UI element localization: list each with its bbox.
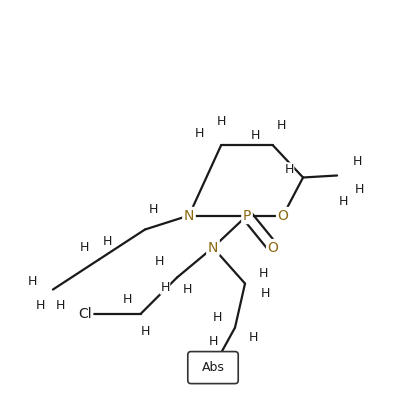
Text: H: H — [250, 129, 260, 142]
Text: H: H — [148, 203, 158, 216]
Text: Abs: Abs — [201, 361, 224, 374]
Text: H: H — [258, 267, 268, 280]
Text: H: H — [352, 155, 362, 168]
Text: H: H — [284, 163, 294, 176]
Text: O: O — [268, 241, 278, 255]
Text: Cl: Cl — [78, 307, 92, 320]
Text: H: H — [102, 235, 112, 248]
Text: H: H — [122, 293, 132, 306]
Text: O: O — [278, 208, 288, 222]
Text: H: H — [354, 183, 364, 196]
Text: H: H — [276, 119, 286, 132]
Text: H: H — [80, 241, 89, 254]
Text: H: H — [154, 255, 164, 268]
Text: H: H — [260, 287, 270, 300]
Text: H: H — [56, 299, 66, 312]
Text: H: H — [36, 299, 46, 312]
Text: H: H — [160, 281, 170, 294]
Text: P: P — [243, 208, 251, 222]
Text: H: H — [339, 195, 348, 208]
Text: H: H — [194, 127, 204, 140]
Text: H: H — [217, 115, 226, 128]
Text: H: H — [28, 275, 38, 288]
Text: H: H — [248, 331, 258, 344]
Text: H: H — [140, 325, 150, 338]
FancyBboxPatch shape — [188, 351, 238, 384]
Text: N: N — [184, 208, 194, 222]
Text: H: H — [208, 335, 218, 348]
Text: N: N — [208, 241, 218, 255]
Text: H: H — [212, 311, 222, 324]
Text: H: H — [182, 283, 192, 296]
